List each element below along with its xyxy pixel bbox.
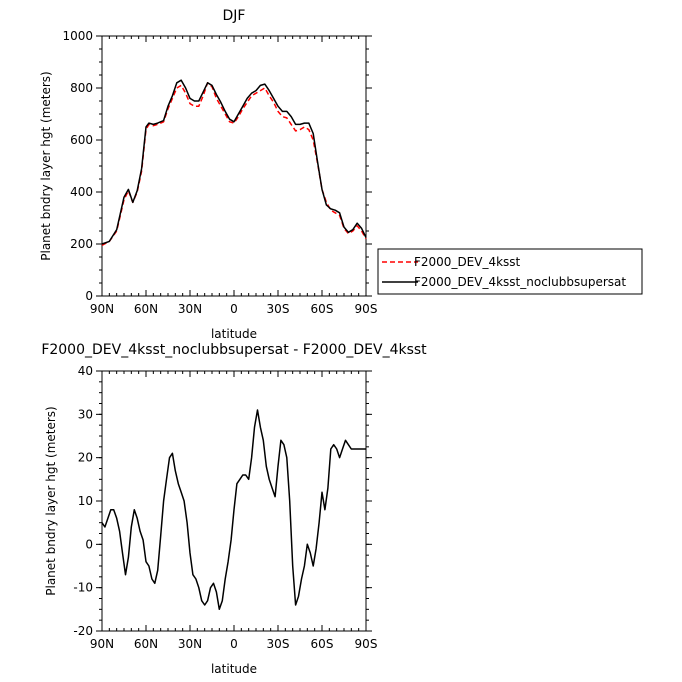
bottom-y-tick-label: 20 [78,451,93,465]
top-x-tick-label: 0 [230,302,238,316]
top-y-tick-label: 400 [70,185,93,199]
bottom-y-tick-label: 30 [78,407,93,421]
bottom-y-axis-label: Planet bndry layer hgt (meters) [44,406,58,596]
top-y-tick-label: 200 [70,237,93,251]
bottom-x-axis-label: latitude [211,662,257,676]
bottom-title: F2000_DEV_4ksst_noclubbsupersat - F2000_… [41,342,427,358]
legend-label-series-1: F2000_DEV_4ksst [414,255,521,269]
bottom-x-tick-label: 90S [355,637,378,651]
top-y-tick-label: 600 [70,133,93,147]
bottom-x-tick-label: 60S [311,637,334,651]
top-x-tick-label: 60N [134,302,158,316]
top-y-tick-label: 800 [70,81,93,95]
bottom-y-tick-label: 40 [78,364,93,378]
top-y-axis-label: Planet bndry layer hgt (meters) [39,71,53,261]
legend-label-series-2: F2000_DEV_4ksst_noclubbsupersat [414,275,626,289]
bottom-y-tick-label: 0 [85,537,93,551]
bottom-panel: F2000_DEV_4ksst_noclubbsupersat - F2000_… [41,342,427,676]
top-panel: DJF 90N 60N 30N 0 30S 60S 90S 0 200 400 600 800 100… [39,8,377,341]
bottom-x-tick-label: 0 [230,637,238,651]
top-x-tick-label: 60S [311,302,334,316]
top-x-tick-label: 90N [90,302,114,316]
bottom-y-tick-label: -20 [73,624,93,638]
top-y-tick-label: 0 [85,289,93,303]
top-title: DJF [223,8,246,24]
legend: F2000_DEV_4ksst F2000_DEV_4ksst_noclubbs… [377,248,643,295]
bottom-x-tick-label: 30S [267,637,290,651]
top-x-tick-label: 90S [355,302,378,316]
bottom-x-tick-label: 30N [178,637,202,651]
top-series-line-2 [101,79,367,245]
bottom-x-tick-label: 60N [134,637,158,651]
bottom-series-line-1 [101,409,366,611]
top-x-tick-label: 30N [178,302,202,316]
bottom-x-tick-label: 90N [90,637,114,651]
bottom-y-tick-label: -10 [73,581,93,595]
top-x-axis-label: latitude [211,327,257,341]
top-x-tick-label: 30S [267,302,290,316]
legend-box [377,248,643,295]
top-y-tick-label: 1000 [62,29,93,43]
bottom-y-tick-label: 10 [78,494,93,508]
